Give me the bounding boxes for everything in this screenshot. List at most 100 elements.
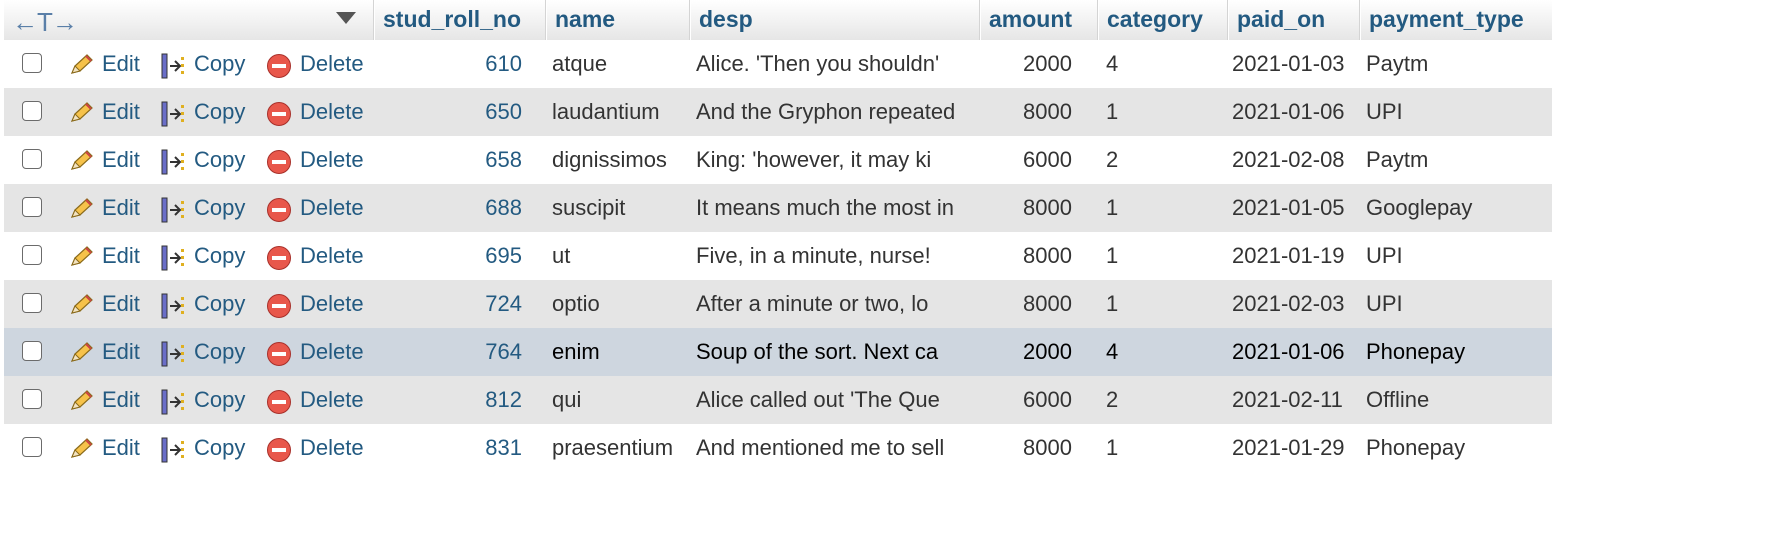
cell-desp[interactable]: Soup of the sort. Next ca (696, 339, 939, 364)
cell-category[interactable]: 1 (1106, 195, 1119, 220)
cell-stud-roll-no[interactable]: 688 (485, 195, 522, 220)
cell-name[interactable]: praesentium (552, 435, 674, 460)
edit-label: Edit (102, 51, 140, 76)
column-header-name[interactable]: name (546, 0, 690, 40)
cell-stud-roll-no[interactable]: 610 (485, 51, 522, 76)
cell-paid-on[interactable]: 2021-01-06 (1232, 339, 1345, 364)
cell-paid-on[interactable]: 2021-01-06 (1232, 99, 1345, 124)
cell-paid-on[interactable]: 2021-02-03 (1232, 291, 1345, 316)
cell-desp[interactable]: Alice. 'Then you shouldn' (696, 51, 940, 76)
cell-desp[interactable]: And mentioned me to sell (696, 435, 945, 460)
cell-desp[interactable]: King: 'however, it may ki (696, 147, 932, 172)
cell-payment-type[interactable]: Paytm (1366, 147, 1429, 172)
table-row[interactable]: Edit Copy Delete 658 dignissimos King: '… (4, 136, 1552, 184)
table-row[interactable]: Edit Copy Delete 688 suscipit It means m… (4, 184, 1552, 232)
row-checkbox[interactable] (22, 389, 42, 409)
column-header-paid-on[interactable]: paid_on (1228, 0, 1360, 40)
cell-category[interactable]: 2 (1106, 147, 1119, 172)
cell-amount[interactable]: 8000 (1023, 243, 1072, 268)
cell-stud-roll-no[interactable]: 764 (485, 339, 522, 364)
column-arrows-icon[interactable]: ←T→ (12, 7, 78, 37)
cell-category[interactable]: 1 (1106, 243, 1119, 268)
cell-payment-type[interactable]: Googlepay (1366, 195, 1473, 220)
cell-category[interactable]: 1 (1106, 435, 1119, 460)
pencil-icon (70, 198, 93, 218)
cell-paid-on[interactable]: 2021-01-05 (1232, 195, 1345, 220)
cell-stud-roll-no[interactable]: 658 (485, 147, 522, 172)
column-header-amount[interactable]: amount (980, 0, 1098, 40)
cell-name[interactable]: optio (552, 291, 600, 316)
cell-name[interactable]: laudantium (552, 99, 660, 124)
cell-amount[interactable]: 8000 (1023, 291, 1072, 316)
cell-amount[interactable]: 6000 (1023, 387, 1072, 412)
cell-name[interactable]: atque (552, 51, 608, 76)
copy-insert-icon (161, 245, 184, 271)
table-row[interactable]: Edit Copy Delete 812 qui Alice called ou… (4, 376, 1552, 424)
delete-label: Delete (300, 387, 364, 412)
cell-name[interactable]: ut (552, 243, 571, 268)
column-header-payment-type[interactable]: payment_type (1360, 0, 1552, 40)
row-checkbox[interactable] (22, 293, 42, 313)
pencil-icon (70, 294, 93, 314)
cell-stud-roll-no[interactable]: 650 (485, 99, 522, 124)
table-row[interactable]: Edit Copy Delete 610 atque Alice. 'Then … (4, 40, 1552, 88)
row-checkbox[interactable] (22, 149, 42, 169)
row-checkbox[interactable] (22, 245, 42, 265)
table-row[interactable]: Edit Copy Delete 695 ut Five, in a minut… (4, 232, 1552, 280)
cell-category[interactable]: 2 (1106, 387, 1119, 412)
cell-desp[interactable]: After a minute or two, lo (696, 291, 929, 316)
cell-payment-type[interactable]: Phonepay (1366, 339, 1466, 364)
cell-desp[interactable]: It means much the most in (696, 195, 954, 220)
column-header-category[interactable]: category (1098, 0, 1228, 40)
pencil-icon (70, 150, 93, 170)
cell-category[interactable]: 4 (1106, 51, 1119, 76)
pencil-icon (70, 54, 93, 74)
row-checkbox[interactable] (22, 197, 42, 217)
table-row[interactable]: Edit Copy Delete 650 laudantium And the … (4, 88, 1552, 136)
cell-name[interactable]: suscipit (552, 195, 626, 220)
cell-category[interactable]: 4 (1106, 339, 1119, 364)
cell-amount[interactable]: 2000 (1023, 339, 1072, 364)
edit-label: Edit (102, 99, 140, 124)
column-header-stud-roll-no[interactable]: stud_roll_no (374, 0, 546, 40)
cell-amount[interactable]: 8000 (1023, 195, 1072, 220)
table-row[interactable]: Edit Copy Delete 831 praesentium And men… (4, 424, 1552, 472)
cell-desp[interactable]: Alice called out 'The Que (696, 387, 940, 412)
row-checkbox[interactable] (22, 101, 42, 121)
table-row[interactable]: Edit Copy Delete 764 enim Soup of the so… (4, 328, 1552, 376)
cell-payment-type[interactable]: UPI (1366, 99, 1403, 124)
cell-amount[interactable]: 6000 (1023, 147, 1072, 172)
edit-label: Edit (102, 435, 140, 460)
sort-caret-icon[interactable] (336, 12, 356, 24)
cell-payment-type[interactable]: UPI (1366, 243, 1403, 268)
cell-paid-on[interactable]: 2021-01-03 (1232, 51, 1345, 76)
column-header-desp[interactable]: desp (690, 0, 980, 40)
cell-paid-on[interactable]: 2021-02-08 (1232, 147, 1345, 172)
cell-payment-type[interactable]: Paytm (1366, 51, 1429, 76)
cell-stud-roll-no[interactable]: 831 (485, 435, 522, 460)
cell-paid-on[interactable]: 2021-01-29 (1232, 435, 1345, 460)
cell-stud-roll-no[interactable]: 695 (485, 243, 522, 268)
cell-desp[interactable]: And the Gryphon repeated (696, 99, 956, 124)
cell-desp[interactable]: Five, in a minute, nurse! (696, 243, 931, 268)
cell-amount[interactable]: 8000 (1023, 99, 1072, 124)
cell-paid-on[interactable]: 2021-02-11 (1232, 387, 1343, 412)
cell-payment-type[interactable]: Phonepay (1366, 435, 1466, 460)
cell-payment-type[interactable]: Offline (1366, 387, 1430, 412)
delete-label: Delete (300, 339, 364, 364)
cell-category[interactable]: 1 (1106, 99, 1119, 124)
row-checkbox[interactable] (22, 437, 42, 457)
cell-name[interactable]: qui (552, 387, 582, 412)
cell-name[interactable]: dignissimos (552, 147, 667, 172)
cell-category[interactable]: 1 (1106, 291, 1119, 316)
row-checkbox[interactable] (22, 53, 42, 73)
cell-payment-type[interactable]: UPI (1366, 291, 1403, 316)
cell-amount[interactable]: 2000 (1023, 51, 1072, 76)
cell-stud-roll-no[interactable]: 724 (485, 291, 522, 316)
cell-name[interactable]: enim (552, 339, 600, 364)
cell-paid-on[interactable]: 2021-01-19 (1232, 243, 1345, 268)
cell-amount[interactable]: 8000 (1023, 435, 1072, 460)
table-row[interactable]: Edit Copy Delete 724 optio After a minut… (4, 280, 1552, 328)
row-checkbox[interactable] (22, 341, 42, 361)
cell-stud-roll-no[interactable]: 812 (485, 387, 522, 412)
